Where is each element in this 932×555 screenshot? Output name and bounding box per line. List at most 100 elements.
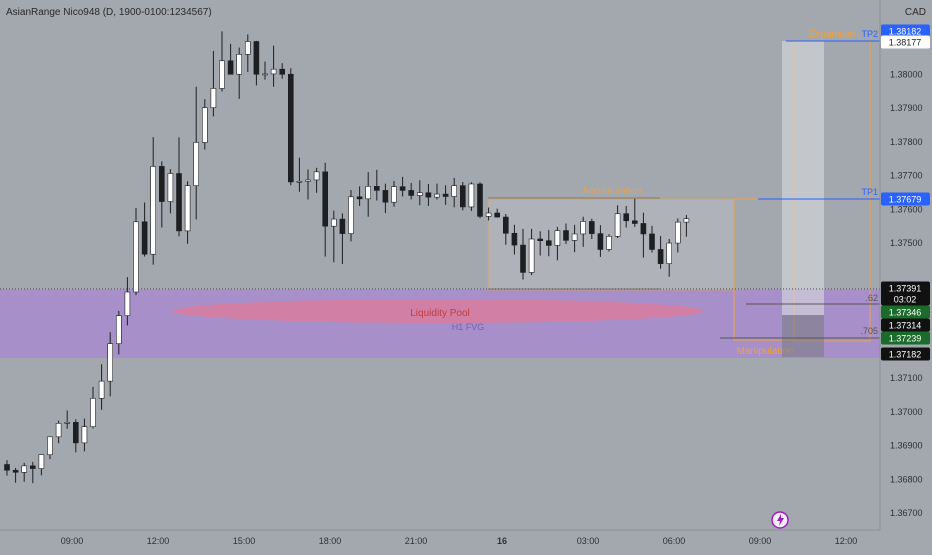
price-badge bbox=[881, 318, 930, 332]
price-tick-label: 1.36800 bbox=[890, 474, 923, 484]
candle-bear bbox=[459, 185, 466, 208]
manipulation-label: Manipulation bbox=[737, 346, 794, 357]
candle-bull bbox=[21, 465, 28, 473]
candle-bear bbox=[373, 186, 380, 191]
liquidity-pool-ellipse bbox=[173, 299, 703, 323]
candle-bear bbox=[588, 221, 595, 234]
symbol-title: AsianRange Nico948 (D, 1900-0100:1234567… bbox=[6, 7, 212, 18]
expansion-label: Expansion bbox=[809, 29, 856, 40]
price-badge bbox=[881, 192, 930, 206]
candle-bull bbox=[55, 423, 62, 438]
candle-bear bbox=[356, 196, 363, 200]
candle-bull bbox=[485, 212, 492, 217]
price-tick-label: 1.37900 bbox=[890, 103, 923, 113]
tp2-label: TP2 bbox=[861, 29, 878, 39]
candle-bear bbox=[176, 173, 182, 232]
long-position-target-zone bbox=[782, 41, 824, 315]
candle-bull bbox=[580, 221, 587, 235]
candle-bull bbox=[150, 166, 156, 255]
candle-bear bbox=[141, 221, 148, 255]
price-tick-label: 1.37700 bbox=[890, 171, 923, 181]
candle-bear bbox=[227, 60, 234, 75]
candle-bear bbox=[649, 233, 655, 250]
candle-bear bbox=[12, 469, 19, 473]
price-badge-label: 1.37679 bbox=[889, 195, 922, 205]
candle-bull bbox=[391, 186, 397, 203]
candle-bull bbox=[38, 454, 45, 469]
candle-bear bbox=[640, 223, 647, 235]
price-badge-label: 1.37314 bbox=[889, 321, 922, 331]
candle-bull bbox=[434, 193, 440, 198]
candle-bear bbox=[399, 186, 406, 191]
time-tick-label: 21:00 bbox=[405, 536, 428, 546]
price-badge bbox=[881, 331, 930, 345]
candle-bear bbox=[4, 464, 10, 471]
candle-bull bbox=[98, 380, 105, 399]
price-badge-label: 03:02 bbox=[894, 295, 917, 305]
liquidity-pool-label: Liquidity Pool bbox=[410, 308, 469, 319]
price-badge bbox=[881, 24, 930, 38]
time-tick-label: 12:00 bbox=[835, 536, 858, 546]
fvg-label: H1 FVG bbox=[452, 322, 485, 332]
candle-bear bbox=[408, 190, 415, 196]
tp1-label: TP1 bbox=[861, 187, 878, 197]
candle-bull bbox=[451, 185, 458, 197]
candle-bear bbox=[279, 68, 286, 75]
candle-bear bbox=[597, 233, 604, 250]
candle-bull bbox=[133, 221, 139, 293]
candle-bear bbox=[287, 73, 294, 183]
candle-bull bbox=[468, 183, 475, 208]
candle-bull bbox=[348, 196, 354, 234]
candle-bull bbox=[416, 192, 423, 196]
time-tick-label: 09:00 bbox=[61, 536, 84, 546]
accumulation-label: Accumulation bbox=[582, 186, 642, 197]
candle-bull bbox=[124, 291, 131, 316]
candle-bull bbox=[184, 185, 191, 232]
fib-705-label: .705 bbox=[860, 326, 878, 336]
candle-bull bbox=[296, 180, 303, 183]
currency-label: CAD bbox=[905, 7, 926, 18]
price-badge-label: 1.37182 bbox=[889, 350, 922, 360]
time-tick-label: 12:00 bbox=[147, 536, 170, 546]
candle-bull bbox=[614, 213, 621, 237]
time-tick-label: 18:00 bbox=[319, 536, 342, 546]
time-axis[interactable] bbox=[0, 530, 932, 550]
candle-bull bbox=[81, 426, 88, 444]
long-position-stop-zone bbox=[782, 315, 824, 357]
candle-bull bbox=[116, 315, 122, 344]
candle-bear bbox=[623, 213, 630, 222]
price-tick-label: 1.37000 bbox=[890, 407, 923, 417]
candle-bull bbox=[683, 218, 690, 223]
price-badge bbox=[881, 35, 930, 49]
candle-bear bbox=[657, 249, 664, 264]
candle-bull bbox=[606, 236, 612, 250]
price-tick-label: 1.37100 bbox=[890, 373, 923, 383]
time-tick-label: 06:00 bbox=[663, 536, 686, 546]
candle-bull bbox=[305, 179, 311, 182]
candle-bull bbox=[64, 422, 70, 424]
candle-bear bbox=[631, 220, 638, 224]
price-axis[interactable] bbox=[880, 0, 932, 550]
candle-bull bbox=[571, 233, 578, 241]
candle-bear bbox=[494, 212, 501, 218]
lightning-bolt-icon[interactable] bbox=[771, 511, 789, 529]
candle-bear bbox=[73, 422, 79, 444]
candle-bear bbox=[442, 193, 449, 197]
candle-bear bbox=[425, 192, 432, 198]
candle-bear bbox=[159, 166, 165, 202]
price-badge-label: 1.37239 bbox=[889, 334, 922, 344]
candle-bear bbox=[537, 238, 544, 241]
candle-bull bbox=[219, 60, 225, 89]
candle-bull bbox=[210, 88, 217, 108]
candle-bull bbox=[245, 41, 251, 55]
candle-bear bbox=[520, 244, 526, 273]
candles-group bbox=[4, 31, 690, 484]
price-badge bbox=[881, 292, 930, 306]
candle-bull bbox=[236, 54, 242, 75]
price-badge-label: 1.37346 bbox=[889, 308, 922, 318]
candle-bear bbox=[29, 465, 36, 469]
